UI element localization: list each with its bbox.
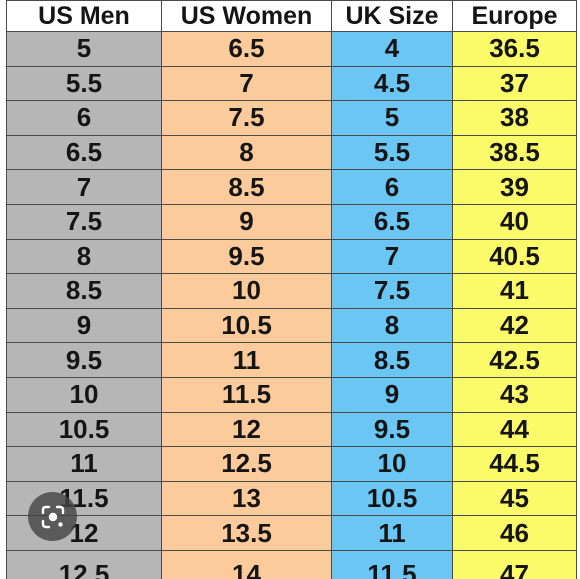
table-row: 9.5 11 8.5 42.5 bbox=[6, 342, 577, 378]
cell-europe: 44.5 bbox=[452, 446, 577, 482]
lens-search-icon[interactable] bbox=[28, 492, 77, 541]
lens-glyph bbox=[41, 505, 64, 528]
table-row: 10 11.5 9 43 bbox=[6, 376, 577, 413]
cell-us-men: 10.5 bbox=[6, 411, 162, 448]
cell-us-women: 12 bbox=[161, 411, 332, 448]
table-row: 5.5 7 4.5 37 bbox=[6, 65, 577, 102]
table-row: 12 13.5 11 46 bbox=[6, 515, 577, 551]
cell-europe: 41 bbox=[452, 273, 577, 309]
header-uk-size: UK Size bbox=[331, 0, 453, 32]
cell-us-women: 13 bbox=[161, 480, 332, 517]
cell-us-men: 8.5 bbox=[6, 273, 162, 309]
cell-us-men: 6 bbox=[6, 100, 162, 136]
cell-us-men: 7.5 bbox=[6, 203, 162, 240]
cell-us-women: 10.5 bbox=[161, 307, 332, 344]
cell-uk-size: 7 bbox=[331, 238, 453, 275]
cell-europe: 43 bbox=[452, 376, 577, 413]
cell-uk-size: 7.5 bbox=[331, 273, 453, 309]
cell-us-men: 5 bbox=[6, 31, 162, 67]
cell-uk-size: 6 bbox=[331, 169, 453, 205]
cell-us-women: 10 bbox=[161, 273, 332, 309]
cell-us-women: 7 bbox=[161, 65, 332, 102]
cell-europe: 42.5 bbox=[452, 342, 577, 378]
cell-us-men: 7 bbox=[6, 169, 162, 205]
table-row: 5 6.5 4 36.5 bbox=[6, 31, 577, 67]
cell-europe: 38.5 bbox=[452, 134, 577, 171]
table-row: 8.5 10 7.5 41 bbox=[6, 273, 577, 309]
cell-europe: 39 bbox=[452, 169, 577, 205]
cell-europe: 44 bbox=[452, 411, 577, 448]
cell-uk-size: 5.5 bbox=[331, 134, 453, 171]
header-us-women: US Women bbox=[161, 0, 332, 32]
cell-europe: 37 bbox=[452, 65, 577, 102]
cell-europe: 40 bbox=[452, 203, 577, 240]
cell-us-women: 7.5 bbox=[161, 100, 332, 136]
table-row: 11.5 13 10.5 45 bbox=[6, 480, 577, 517]
cell-uk-size: 8.5 bbox=[331, 342, 453, 378]
table-row: 12.5 14 11.5 47 bbox=[6, 549, 577, 579]
cell-uk-size: 5 bbox=[331, 100, 453, 136]
cell-us-men: 10 bbox=[6, 376, 162, 413]
cell-europe: 47 bbox=[452, 549, 577, 579]
table-row: 6 7.5 5 38 bbox=[6, 100, 577, 136]
cell-us-women: 11 bbox=[161, 342, 332, 378]
cell-europe: 42 bbox=[452, 307, 577, 344]
cell-europe: 36.5 bbox=[452, 31, 577, 67]
table-row: 7.5 9 6.5 40 bbox=[6, 203, 577, 240]
cell-us-women: 9 bbox=[161, 203, 332, 240]
cell-us-women: 8 bbox=[161, 134, 332, 171]
table-row: 8 9.5 7 40.5 bbox=[6, 238, 577, 275]
cell-us-women: 11.5 bbox=[161, 376, 332, 413]
table-row: 9 10.5 8 42 bbox=[6, 307, 577, 344]
header-row: US Men US Women UK Size Europe bbox=[6, 0, 577, 32]
cell-europe: 46 bbox=[452, 515, 577, 551]
cell-europe: 45 bbox=[452, 480, 577, 517]
cell-us-women: 14 bbox=[161, 549, 332, 579]
table-row: 10.5 12 9.5 44 bbox=[6, 411, 577, 448]
cell-us-men: 11 bbox=[6, 446, 162, 482]
cell-europe: 40.5 bbox=[452, 238, 577, 275]
cell-uk-size: 10.5 bbox=[331, 480, 453, 517]
cell-uk-size: 10 bbox=[331, 446, 453, 482]
cell-us-men: 6.5 bbox=[6, 134, 162, 171]
cell-uk-size: 6.5 bbox=[331, 203, 453, 240]
cell-us-men: 9 bbox=[6, 307, 162, 344]
header-us-men: US Men bbox=[6, 0, 162, 32]
cell-us-women: 8.5 bbox=[161, 169, 332, 205]
table-row: 11 12.5 10 44.5 bbox=[6, 446, 577, 482]
cell-uk-size: 11 bbox=[331, 515, 453, 551]
cell-uk-size: 4 bbox=[331, 31, 453, 67]
size-rows: 5 6.5 4 36.5 5.5 7 4.5 37 6 7.5 5 38 6.5 8 5.5 38.5 7 8.5… bbox=[6, 31, 577, 579]
header-europe: Europe bbox=[452, 0, 577, 32]
cell-europe: 38 bbox=[452, 100, 577, 136]
cell-uk-size: 8 bbox=[331, 307, 453, 344]
cell-us-women: 9.5 bbox=[161, 238, 332, 275]
table-row: 6.5 8 5.5 38.5 bbox=[6, 134, 577, 171]
cell-us-women: 12.5 bbox=[161, 446, 332, 482]
cell-us-men: 12.5 bbox=[6, 549, 162, 579]
cell-us-men: 5.5 bbox=[6, 65, 162, 102]
cell-uk-size: 11.5 bbox=[331, 549, 453, 579]
cell-uk-size: 9.5 bbox=[331, 411, 453, 448]
table-row: 7 8.5 6 39 bbox=[6, 169, 577, 205]
cell-us-men: 8 bbox=[6, 238, 162, 275]
cell-us-men: 9.5 bbox=[6, 342, 162, 378]
cell-uk-size: 9 bbox=[331, 376, 453, 413]
cell-us-women: 6.5 bbox=[161, 31, 332, 67]
shoe-size-table: US Men US Women UK Size Europe 5 6.5 4 36.5… bbox=[6, 0, 577, 579]
cell-us-women: 13.5 bbox=[161, 515, 332, 551]
cell-uk-size: 4.5 bbox=[331, 65, 453, 102]
